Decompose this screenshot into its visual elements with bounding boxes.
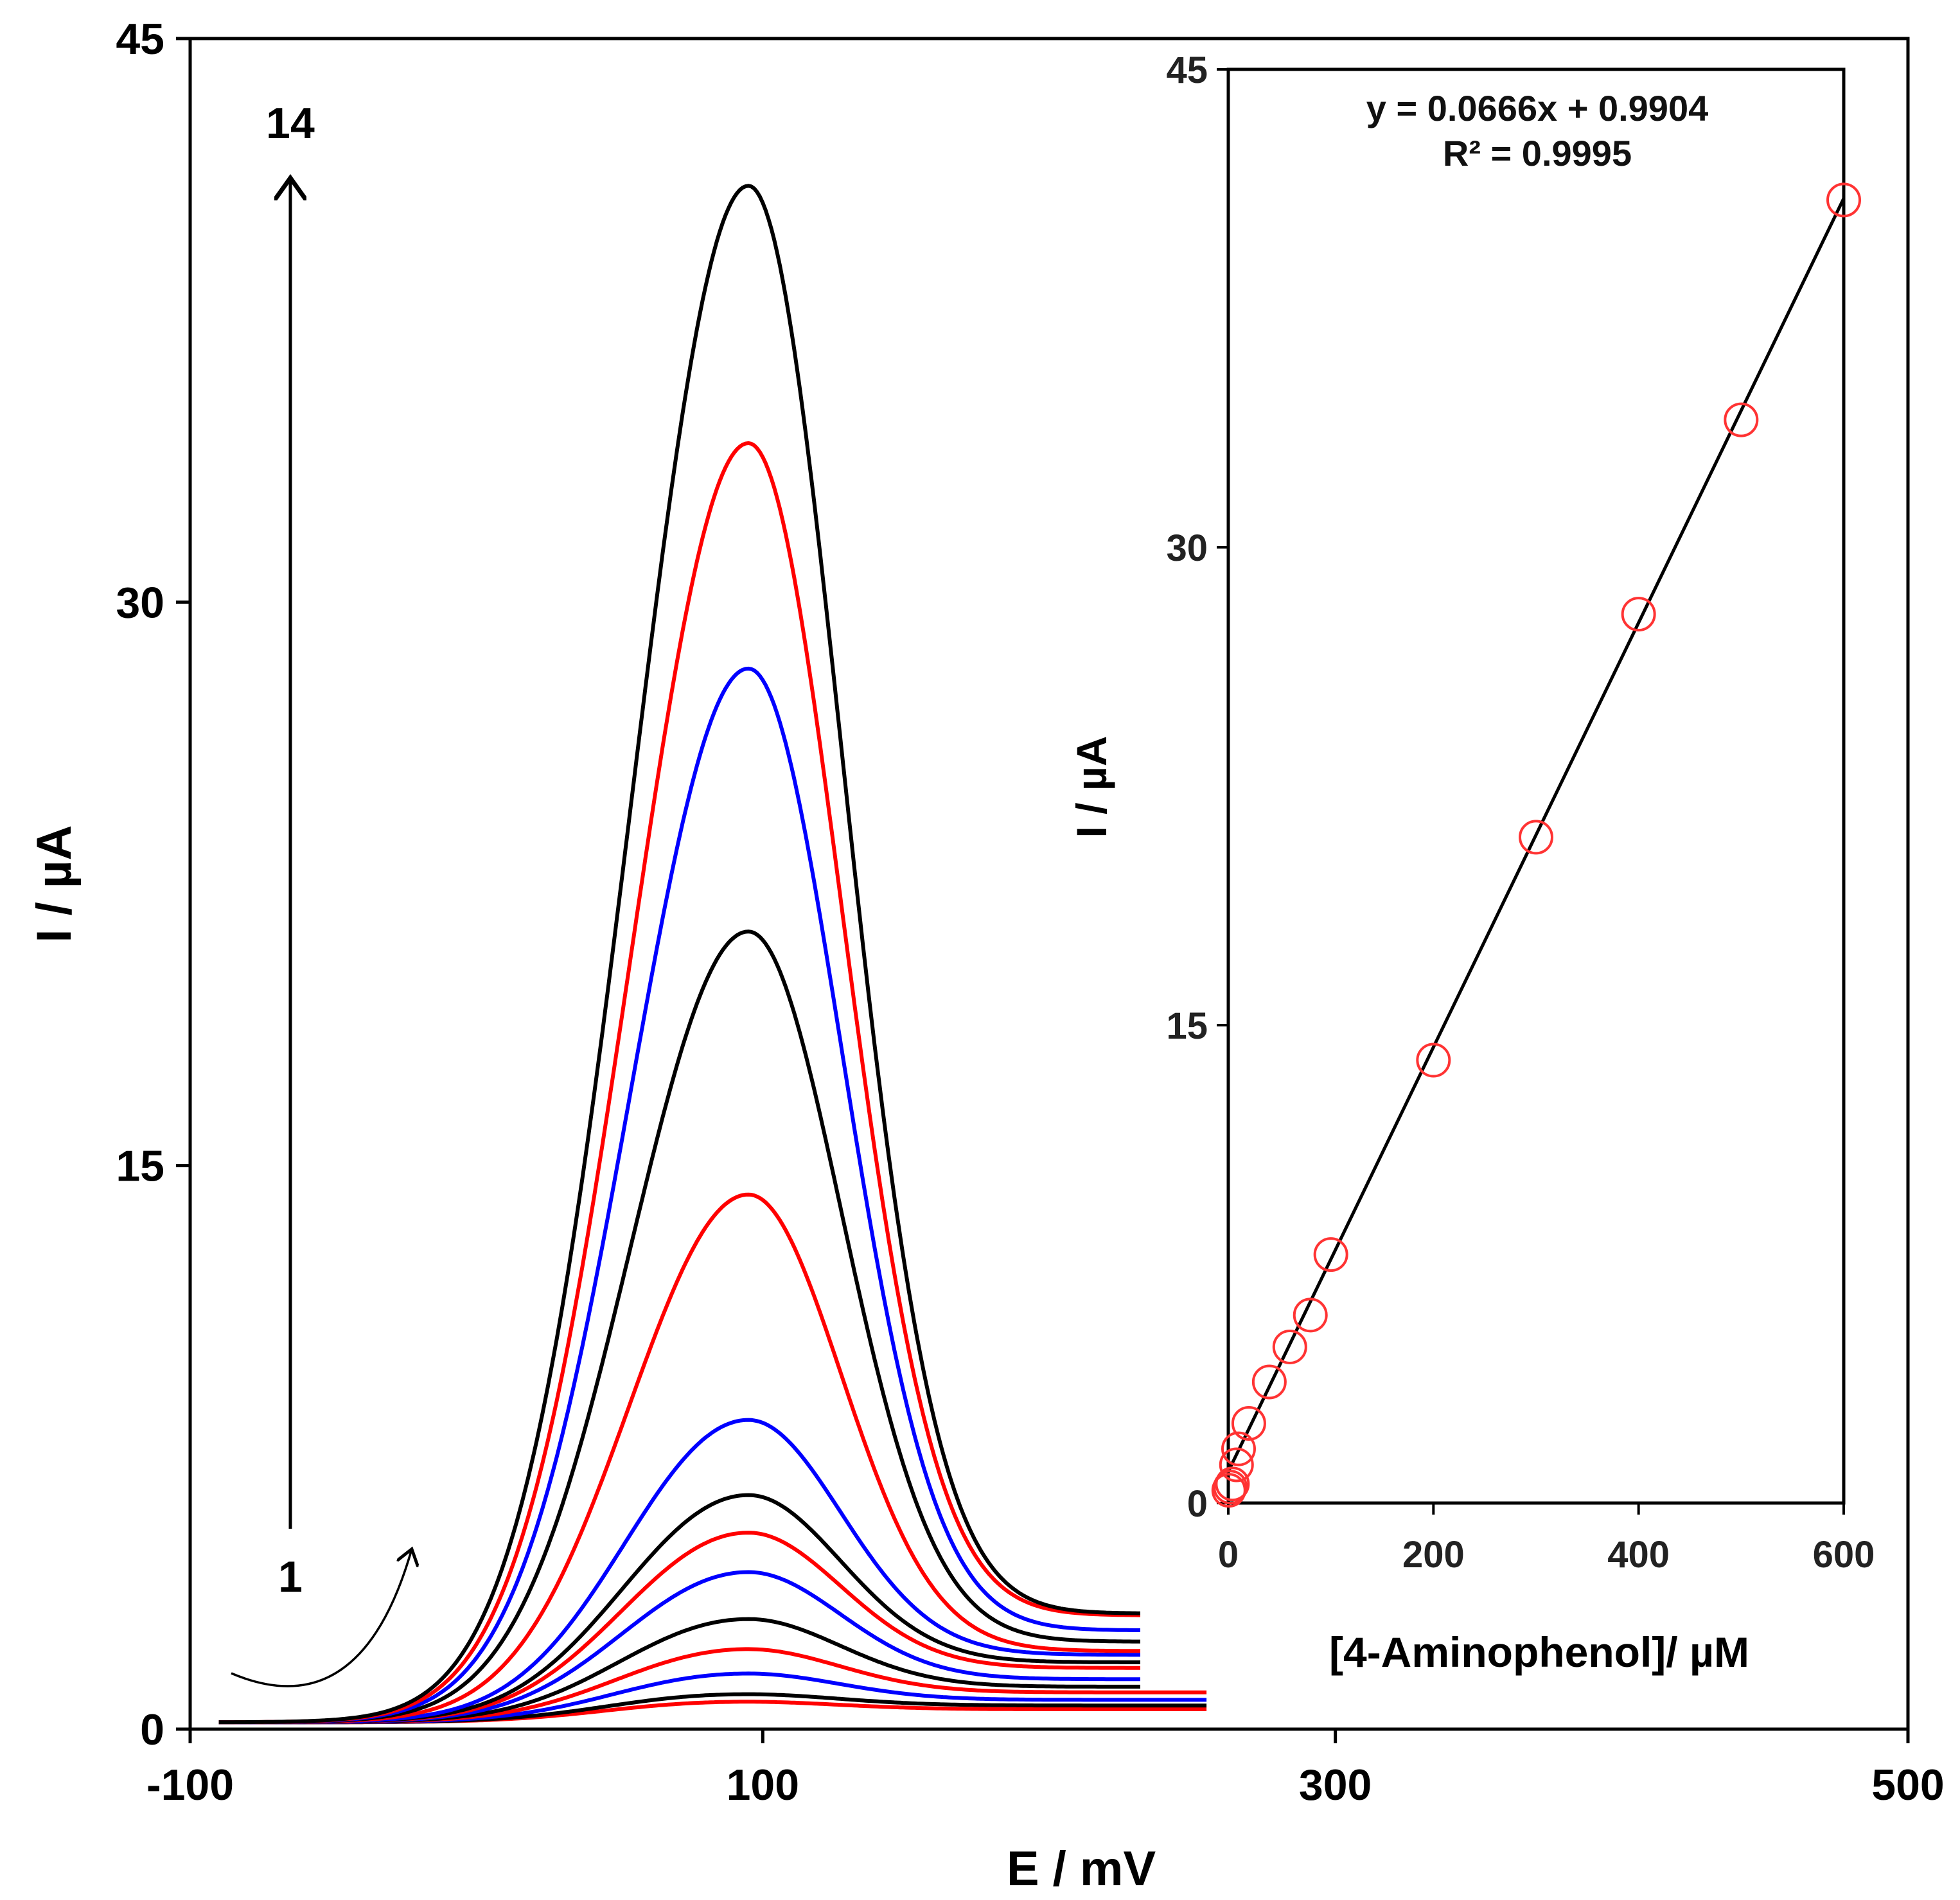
arrow-end-label: 14: [266, 99, 315, 148]
calibration-point: [1826, 182, 1861, 218]
main-y-tick-label: 0: [140, 1705, 164, 1754]
calibration-point: [1215, 1466, 1250, 1502]
inset-x-tick-label: 400: [1607, 1534, 1670, 1576]
inset-y-axis-title: I / µA: [1068, 735, 1115, 838]
voltammogram-curve-14: [218, 184, 1207, 1725]
inset-plot-frame: [1226, 67, 1846, 1505]
inset-y-tick-label: 0: [1187, 1483, 1208, 1525]
fit-r-squared: R² = 0.9995: [1443, 133, 1632, 173]
calibration-point: [1416, 1042, 1451, 1078]
inset-y-tick-label: 15: [1166, 1005, 1208, 1047]
calibration-point: [1621, 597, 1656, 632]
main-x-tick-label: 300: [1299, 1761, 1372, 1809]
main-plot-frame: [188, 37, 1910, 1731]
inset-x-tick-label: 200: [1402, 1534, 1465, 1576]
curved-arrow: [231, 1551, 411, 1687]
inset-chart: 0 15 30 45 0 200 400 600 [4-Aminophenol]/ µM I / …: [1068, 49, 1895, 1689]
inset-x-tick-label: 0: [1218, 1534, 1239, 1576]
inset-x-tick-label: 600: [1813, 1534, 1875, 1576]
inset-y-tick-label: 45: [1166, 49, 1208, 91]
calibration-point: [1221, 1431, 1256, 1466]
calibration-point: [1231, 1406, 1266, 1441]
main-x-axis-title: E / mV: [1007, 1842, 1156, 1896]
main-y-tick-label: 15: [116, 1142, 164, 1191]
calibration-point: [1213, 1470, 1248, 1505]
calibration-point: [1724, 402, 1759, 437]
inset-x-axis-title: [4-Aminophenol]/ µM: [1329, 1628, 1749, 1676]
calibration-point: [1219, 1447, 1254, 1482]
calibration-point: [1272, 1329, 1307, 1364]
main-y-tick-label: 30: [116, 578, 164, 627]
calibration-point: [1251, 1364, 1287, 1400]
calibration-point: [1293, 1297, 1328, 1333]
arrow-start-label: 1: [278, 1553, 303, 1601]
main-y-axis-title: I / µA: [27, 825, 82, 942]
fit-equation: y = 0.0666x + 0.9904: [1366, 88, 1709, 128]
main-y-tick-label: 45: [116, 15, 164, 64]
main-x-tick-label: -100: [146, 1761, 234, 1809]
main-x-tick-label: 500: [1871, 1761, 1944, 1809]
calibration-point: [1313, 1237, 1348, 1272]
main-x-tick-label: 100: [727, 1761, 799, 1809]
calibration-point: [1519, 820, 1553, 855]
inset-y-tick-label: 30: [1166, 527, 1208, 569]
linear-fit-line: [1226, 197, 1846, 1472]
